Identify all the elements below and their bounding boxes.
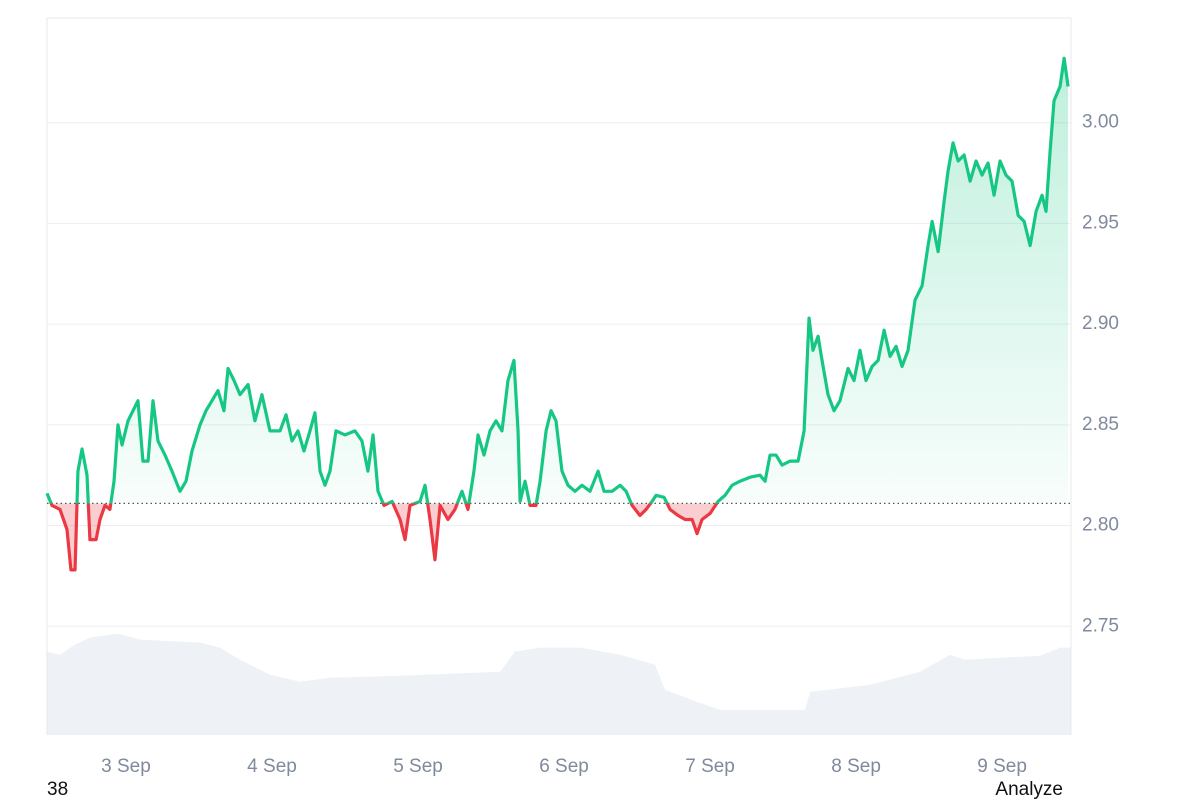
x-tick-label: 4 Sep: [247, 756, 297, 777]
x-tick-label: 8 Sep: [831, 756, 881, 777]
x-tick-label: 7 Sep: [685, 756, 735, 777]
y-tick-label: 3.00: [1082, 112, 1119, 133]
x-tick-label: 9 Sep: [977, 756, 1027, 777]
x-tick-label: 3 Sep: [101, 756, 151, 777]
price-area: [47, 58, 1069, 570]
footer-left: 38: [47, 779, 68, 800]
y-tick-label: 2.75: [1082, 615, 1119, 636]
x-tick-label: 6 Sep: [539, 756, 589, 777]
y-tick-label: 2.95: [1082, 212, 1119, 233]
price-line: [45, 56, 1070, 572]
x-tick-label: 5 Sep: [393, 756, 443, 777]
volume-area: [47, 633, 1071, 735]
y-tick-label: 2.90: [1082, 313, 1119, 334]
y-tick-label: 2.85: [1082, 414, 1119, 435]
footer-right[interactable]: Analyze: [995, 779, 1063, 800]
y-tick-label: 2.80: [1082, 515, 1119, 536]
